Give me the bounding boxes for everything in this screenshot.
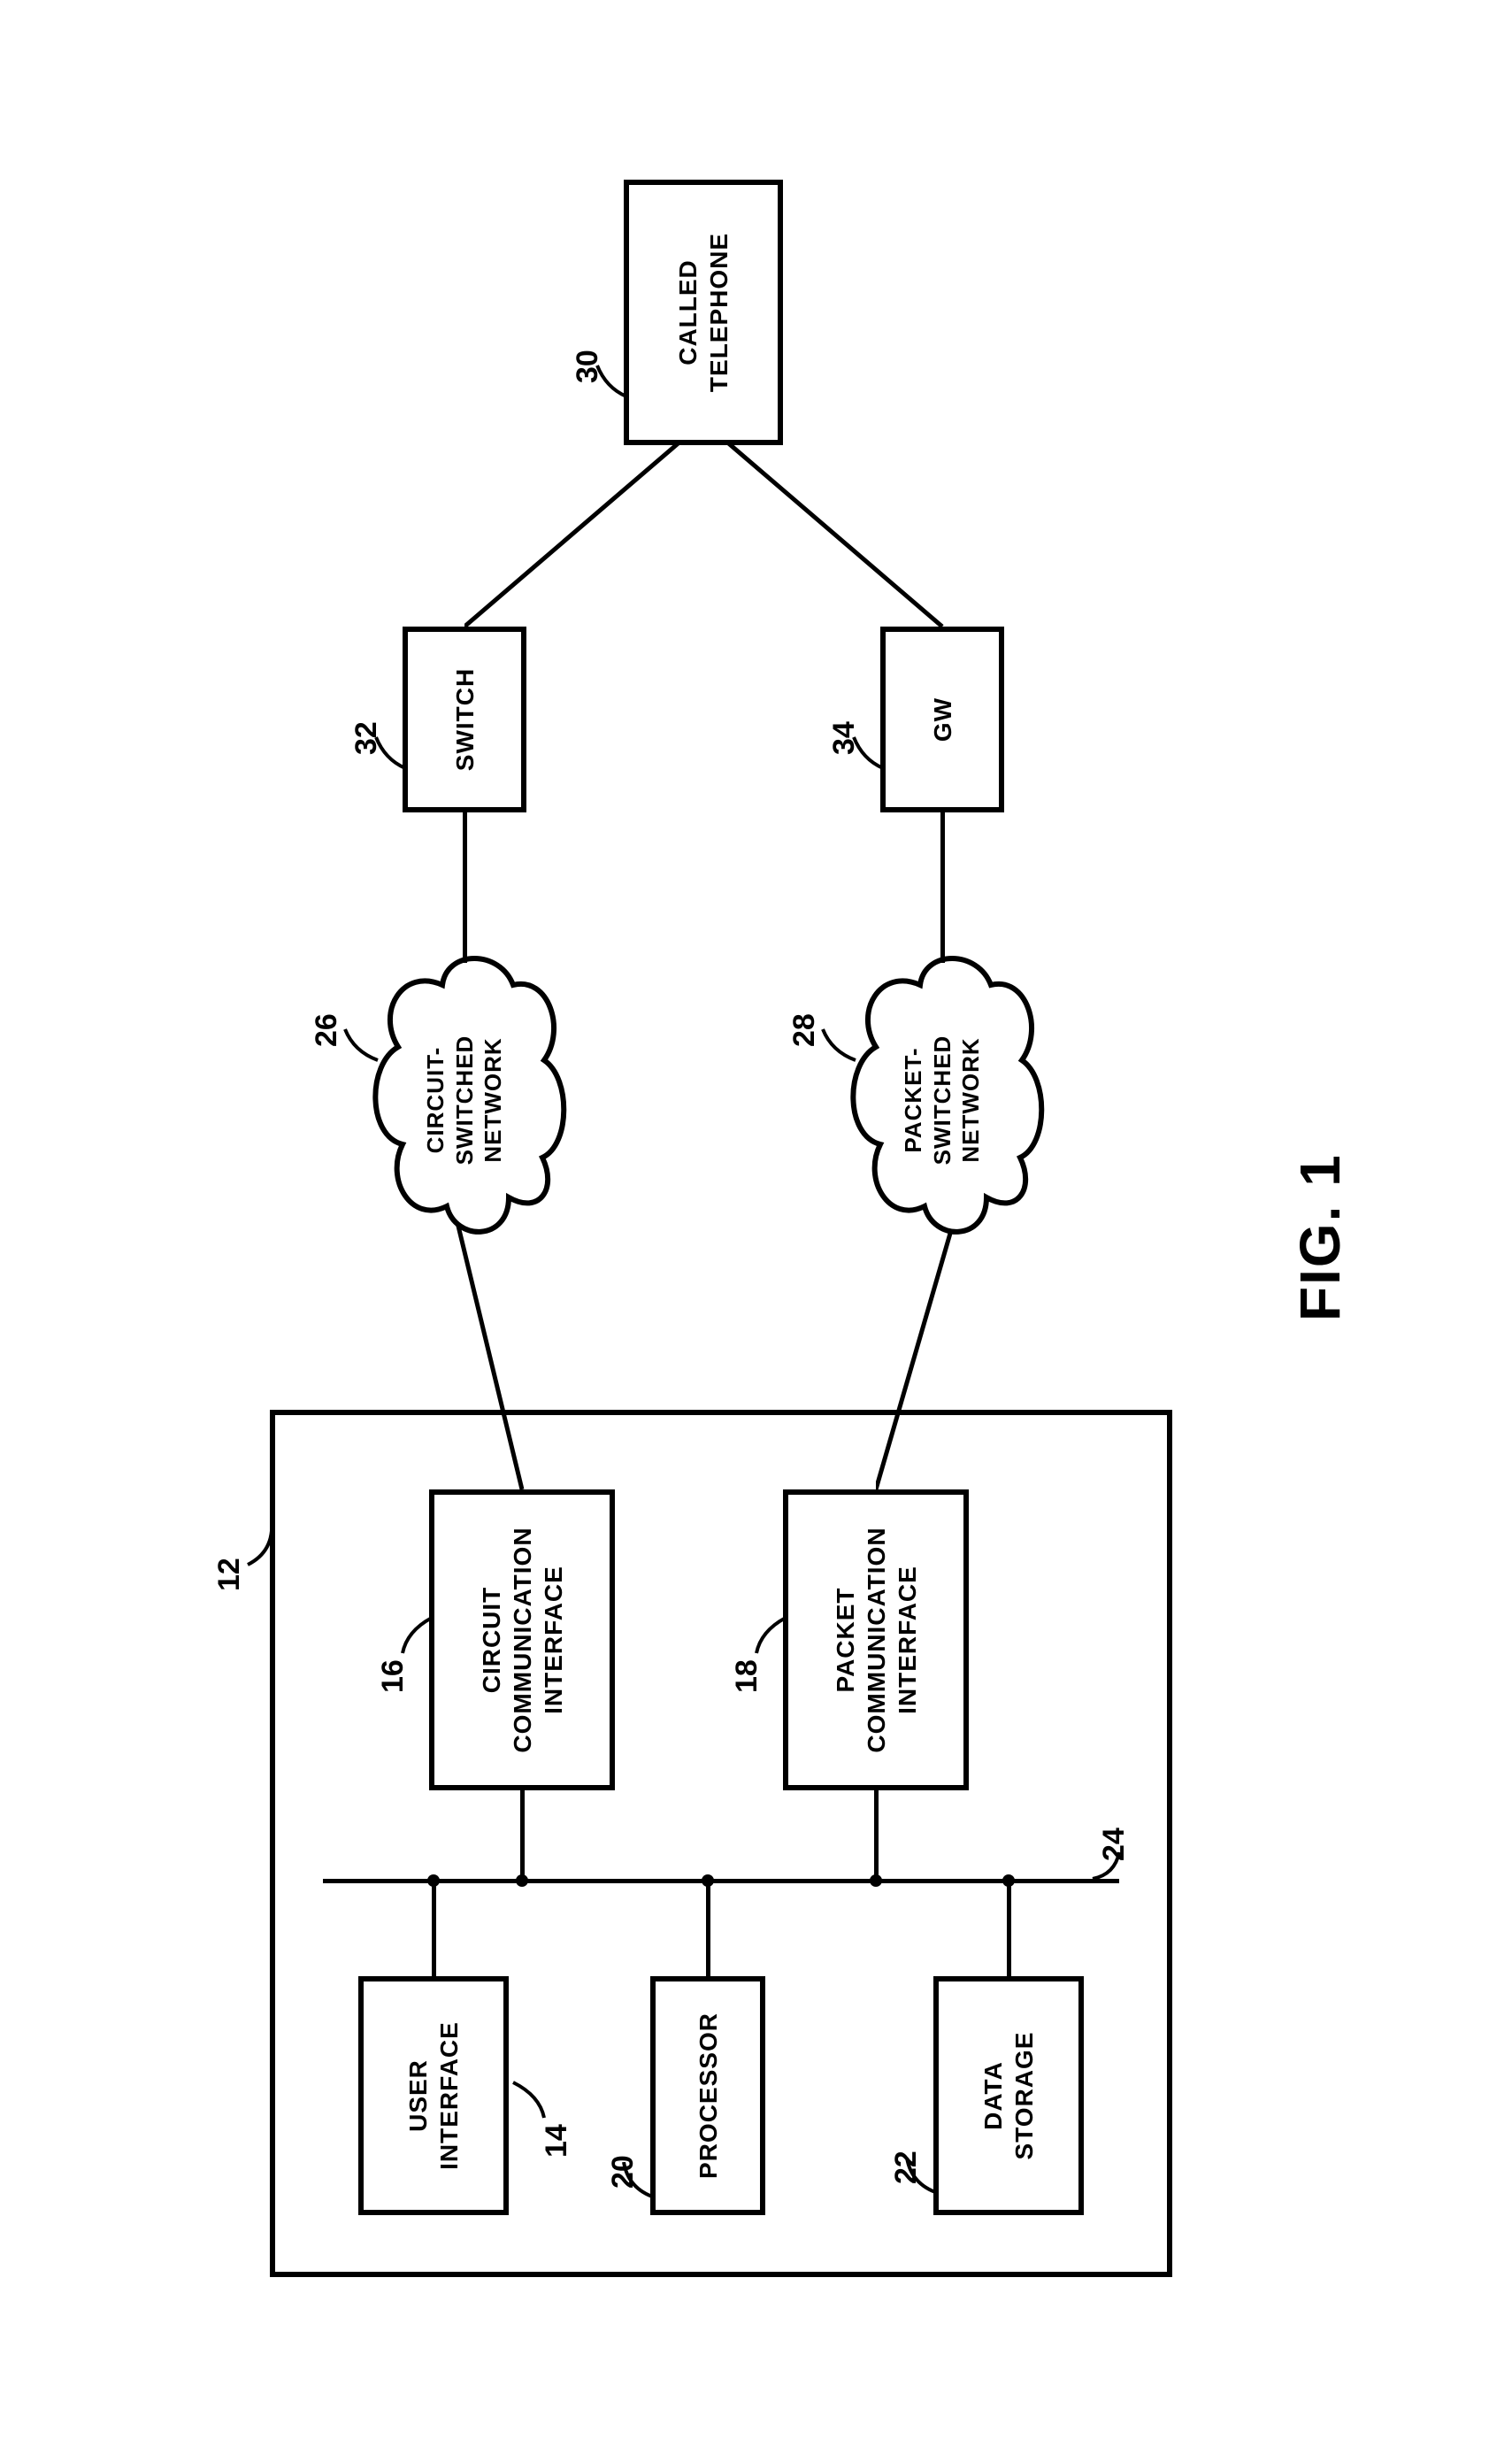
cc-to-cloud-line <box>429 1215 544 1489</box>
cc-to-bus-line <box>520 1788 525 1883</box>
ui-bus-dot <box>427 1874 440 1887</box>
ref-14-leader <box>509 2078 549 2122</box>
circuit-comm-label: CIRCUITCOMMUNICATIONINTERFACE <box>475 1527 568 1752</box>
circuit-comm-block: CIRCUITCOMMUNICATIONINTERFACE <box>429 1489 615 1790</box>
ref-26-leader <box>341 1025 380 1065</box>
figure-1-diagram: USERINTERFACE PROCESSOR DATASTORAGE CIRC… <box>93 118 1420 2330</box>
processor-label: PROCESSOR <box>692 2012 723 2179</box>
packet-network-label: PACKET-SWITCHEDNETWORK <box>899 1035 986 1165</box>
figure-label: FIG. 1 <box>1287 1153 1353 1321</box>
ref-12: 12 <box>212 1558 247 1591</box>
circuit-network-cloud: CIRCUIT-SWITCHEDNETWORK <box>349 950 579 1250</box>
cc-bus-dot <box>516 1874 528 1887</box>
switch-to-phone-line <box>464 441 686 627</box>
user-interface-block: USERINTERFACE <box>358 1976 509 2215</box>
ref-18: 18 <box>730 1659 764 1693</box>
circuit-network-label: CIRCUIT-SWITCHEDNETWORK <box>421 1035 508 1165</box>
called-telephone-label: CALLEDTELEPHONE <box>672 232 734 391</box>
ref-24-leader <box>1088 1848 1124 1883</box>
switch-label: SWITCH <box>449 667 480 770</box>
packet-comm-label: PACKETCOMMUNICATIONINTERFACE <box>829 1527 922 1752</box>
pnet-to-gw-line <box>940 812 945 963</box>
bus-line <box>323 1879 1119 1883</box>
pc-to-bus-line <box>874 1788 879 1883</box>
processor-block: PROCESSOR <box>650 1976 765 2215</box>
ds-to-bus-line <box>1007 1881 1011 1976</box>
ref-32-leader <box>372 733 407 773</box>
ref-34-leader <box>849 733 885 773</box>
ref-14: 14 <box>540 2124 574 2158</box>
ref-30-leader <box>593 361 628 401</box>
gw-label: GW <box>926 696 957 741</box>
ref-22-leader <box>902 2158 942 2197</box>
ds-bus-dot <box>1002 1874 1015 1887</box>
gw-to-phone-line <box>725 441 947 627</box>
ui-to-bus-line <box>432 1881 436 1976</box>
ref-28: 28 <box>787 1013 822 1047</box>
ref-16: 16 <box>376 1659 411 1693</box>
proc-to-bus-line <box>706 1881 710 1976</box>
ref-12-leader <box>243 1516 279 1569</box>
ref-28-leader <box>818 1025 858 1065</box>
proc-bus-dot <box>702 1874 714 1887</box>
pc-to-cloud-line <box>876 1215 991 1489</box>
ref-16-leader <box>398 1613 434 1658</box>
pc-bus-dot <box>870 1874 882 1887</box>
user-interface-label: USERINTERFACE <box>403 2021 464 2170</box>
called-telephone-block: CALLEDTELEPHONE <box>624 180 783 445</box>
gw-block: GW <box>880 627 1004 812</box>
packet-comm-block: PACKETCOMMUNICATIONINTERFACE <box>783 1489 969 1790</box>
data-storage-block: DATASTORAGE <box>933 1976 1084 2215</box>
cnet-to-switch-line <box>463 812 467 963</box>
ref-20-leader <box>619 2162 659 2202</box>
data-storage-label: DATASTORAGE <box>978 2031 1040 2159</box>
switch-block: SWITCH <box>403 627 526 812</box>
packet-network-cloud: PACKET-SWITCHEDNETWORK <box>827 950 1057 1250</box>
ref-26: 26 <box>310 1013 344 1047</box>
ref-18-leader <box>752 1613 787 1658</box>
